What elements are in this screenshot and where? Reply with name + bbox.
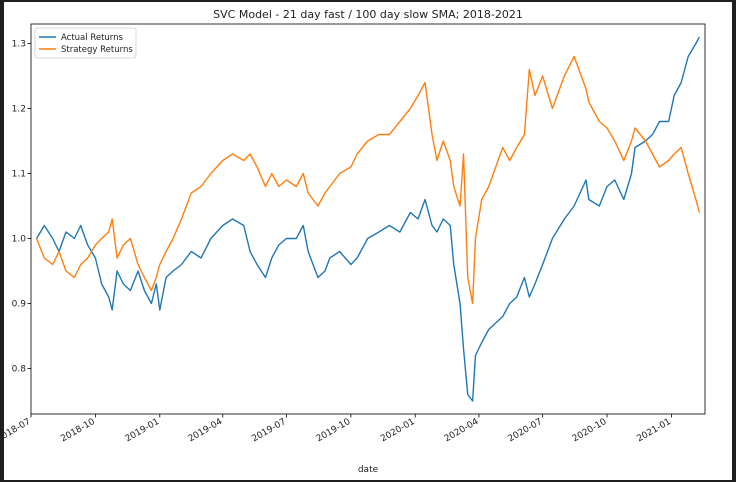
x-tick-label: 2018-07	[4, 417, 33, 444]
plot-frame	[30, 23, 706, 415]
x-tick-label: 2019-01	[124, 417, 162, 444]
y-tick-label: 1.1	[12, 170, 26, 180]
y-tick-label: 0.8	[12, 365, 27, 375]
y-tick-label: 0.9	[12, 300, 27, 310]
x-tick-label: 2019-04	[187, 417, 225, 445]
legend-label: Actual Returns	[61, 33, 124, 43]
x-tick-label: 2021-01	[635, 417, 673, 444]
x-tick-label: 2019-10	[315, 417, 353, 445]
chart-figure: SVC Model - 21 day fast / 100 day slow S…	[4, 2, 732, 480]
x-tick-label: 2020-04	[443, 417, 481, 445]
legend: Actual Returns Strategy Returns	[34, 27, 137, 59]
x-tick-label: 2020-07	[507, 417, 545, 444]
x-axis-title: date	[358, 465, 379, 475]
y-tick-label: 1.3	[12, 40, 26, 50]
y-axis: 0.8 0.9 1.0 1.1 1.2 1.3	[12, 40, 31, 375]
x-axis: 2018-07 2018-10 2019-01 2019-04 2019-07 2019-…	[4, 414, 673, 444]
x-tick-label: 2020-10	[571, 417, 609, 445]
x-tick-label: 2018-10	[59, 417, 97, 445]
series-line-strategy-returns	[35, 55, 701, 305]
series-layer	[35, 36, 701, 402]
chart-title: SVC Model - 21 day fast / 100 day slow S…	[213, 8, 523, 21]
series-line-actual-returns	[35, 36, 701, 402]
x-tick-label: 2020-01	[379, 417, 417, 444]
x-tick-label: 2019-07	[250, 417, 288, 444]
legend-box	[34, 27, 137, 59]
y-tick-label: 1.2	[12, 105, 26, 115]
y-tick-label: 1.0	[12, 235, 27, 245]
line-chart: SVC Model - 21 day fast / 100 day slow S…	[4, 8, 706, 475]
legend-label: Strategy Returns	[61, 45, 133, 55]
